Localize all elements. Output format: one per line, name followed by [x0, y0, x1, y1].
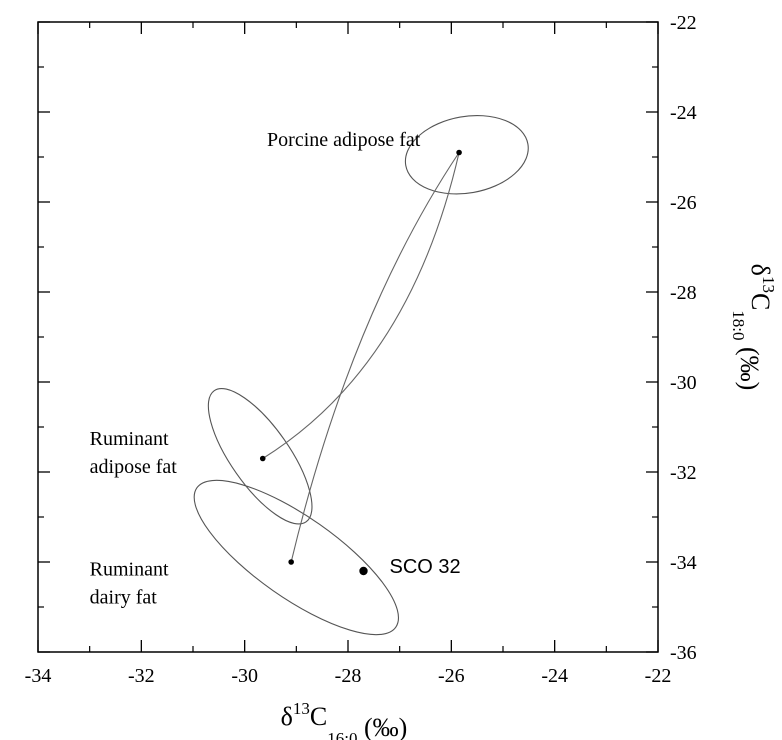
group-label: Porcine adipose fat	[267, 129, 421, 151]
reference-ellipses	[193, 115, 529, 636]
y-tick-label: -24	[670, 102, 697, 124]
group-labels: Porcine adipose fat Ruminant adipose fat Ru…	[90, 129, 421, 609]
y-tick-label: -26	[670, 192, 697, 214]
group-center-point	[259, 455, 266, 462]
y-axis-ticks: -36 -34 -32 -30 -28 -26 -24 -22	[38, 12, 697, 664]
mixing-curves	[262, 152, 460, 563]
group-centers	[259, 149, 462, 565]
mixing-curve	[262, 152, 460, 459]
x-axis-title: δ13C16:0 (‰)	[281, 699, 408, 740]
ellipse-group-0	[404, 115, 529, 195]
y-tick-label: -32	[670, 462, 697, 484]
y-tick-label: -30	[670, 372, 697, 394]
plot-frame	[37, 21, 659, 653]
y-tick-label: -28	[670, 282, 697, 304]
y-tick-label: -36	[670, 642, 697, 664]
x-tick-label: -22	[645, 665, 672, 687]
x-axis-ticks: -34 -32 -30 -28 -26 -24 -22	[25, 22, 672, 687]
sample-point	[359, 566, 368, 576]
sample-points: SCO 32	[359, 556, 461, 578]
x-tick-label: -28	[335, 665, 362, 687]
x-tick-label: -30	[231, 665, 258, 687]
ellipse-group-2	[193, 479, 400, 636]
ellipse-group-1	[207, 387, 313, 525]
x-tick-label: -26	[438, 665, 465, 687]
sample-label: SCO 32	[390, 556, 461, 578]
group-label: Ruminant adipose fat	[90, 428, 178, 478]
y-axis-title: δ13C18:0 (‰)	[729, 264, 778, 391]
mixing-curve	[290, 152, 460, 563]
x-tick-label: -24	[541, 665, 568, 687]
x-tick-label: -34	[25, 665, 52, 687]
y-tick-label: -34	[670, 552, 697, 574]
y-tick-label: -22	[670, 12, 697, 34]
x-tick-label: -32	[128, 665, 155, 687]
group-center-point	[288, 559, 294, 565]
group-center-point	[456, 149, 462, 156]
group-label: Ruminant dairy fat	[90, 559, 169, 609]
